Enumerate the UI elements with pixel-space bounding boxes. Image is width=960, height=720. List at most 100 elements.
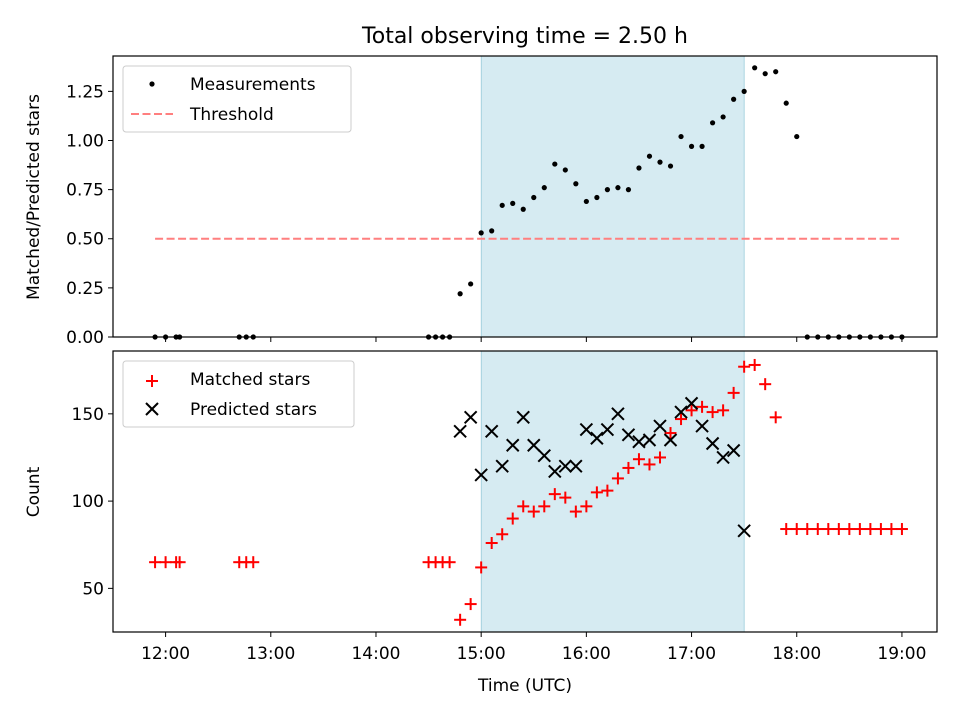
observing-window-band-top	[480, 55, 745, 338]
measurement-point	[720, 114, 726, 120]
matched-star-point	[443, 556, 456, 569]
matched-star-point	[696, 400, 709, 413]
matched-star-point	[475, 561, 488, 574]
matched-star-point	[517, 500, 530, 513]
predicted-star-point	[684, 396, 699, 411]
measurement-point	[468, 281, 474, 287]
predicted-star-point	[726, 443, 741, 458]
matched-star-point	[485, 536, 498, 549]
chart-title: Total observing time = 2.50 h	[361, 24, 688, 49]
x-tick-label: 15:00	[457, 644, 506, 664]
bottom-legend-label-matched: Matched stars	[190, 370, 310, 390]
matched-star-point	[759, 378, 772, 391]
bottom-legend-label-predicted: Predicted stars	[190, 400, 317, 420]
matched-star-point	[159, 556, 172, 569]
matched-star-point	[885, 523, 898, 536]
measurement-point	[646, 153, 653, 159]
top-panel-x-ticks	[165, 337, 903, 342]
measurement-point	[667, 163, 674, 169]
top-legend-label-threshold: Threshold	[189, 105, 274, 125]
y-tick-label: 0.75	[66, 181, 104, 201]
matched-star-point	[853, 523, 866, 536]
matched-star-point	[611, 472, 624, 485]
x-axis-label: Time (UTC)	[477, 676, 572, 696]
measurement-point	[541, 185, 547, 191]
measurement-point	[625, 187, 632, 193]
measurement-point	[457, 291, 463, 297]
predicted-star-point	[527, 438, 541, 452]
predicted-star-point	[695, 419, 709, 433]
matched-star-point	[822, 523, 835, 536]
matched-star-point	[738, 360, 751, 373]
y-tick-label: 100	[72, 492, 104, 512]
predicted-star-point	[506, 438, 520, 452]
matched-star-point	[748, 358, 761, 371]
x-tick-label: 13:00	[246, 644, 295, 664]
predicted-star-point	[663, 433, 678, 447]
matched-star-point	[811, 523, 824, 536]
measurement-point	[478, 230, 484, 236]
predicted-star-point	[642, 433, 657, 447]
bottom-legend-box	[122, 360, 355, 428]
matched-star-point	[559, 491, 572, 504]
y-tick-label: 0.50	[66, 230, 104, 250]
matched-star-point	[454, 613, 467, 626]
predicted-star-point	[716, 450, 730, 465]
y-tick-label: 0.00	[66, 328, 104, 348]
matched-star-point	[727, 386, 740, 399]
matched-star-point	[664, 427, 677, 440]
measurement-point	[762, 71, 768, 77]
top-panel-plot-area	[152, 65, 905, 340]
predicted-star-point	[611, 407, 625, 421]
predicted-star-point	[674, 405, 688, 419]
measurement-point	[731, 96, 737, 102]
measurement-point	[657, 159, 663, 165]
matched-star-point	[496, 528, 509, 541]
measurement-point	[531, 194, 537, 201]
top-legend-box	[122, 65, 352, 133]
top-panel-y-axis: 0.00 0.25 0.50 0.75 1.00 1.25	[66, 82, 113, 348]
matched-star-point	[622, 461, 635, 474]
predicted-star-point	[653, 419, 667, 433]
measurement-point	[583, 198, 589, 205]
matched-star-point	[569, 505, 582, 518]
measurement-point	[752, 65, 758, 71]
measurement-point	[688, 143, 695, 149]
predicted-stars-legend-marker	[145, 402, 159, 416]
matched-star-point	[801, 523, 814, 536]
predicted-star-point	[484, 424, 499, 438]
matched-star-point	[601, 484, 614, 497]
bottom-panel-ylabel: Count	[24, 466, 44, 517]
matched-star-point	[780, 523, 793, 536]
x-tick-label: 17:00	[667, 644, 716, 664]
measurement-point	[573, 181, 579, 187]
y-tick-label: 1.00	[66, 131, 104, 151]
predicted-star-point	[569, 459, 583, 473]
predicted-star-point	[548, 464, 562, 479]
matched-star-point	[706, 406, 719, 419]
predicted-star-point	[705, 436, 720, 451]
matched-star-point	[247, 556, 260, 569]
predicted-star-point	[632, 435, 646, 449]
predicted-star-point	[516, 410, 530, 425]
matched-star-point	[790, 523, 803, 536]
matched-star-point	[506, 512, 519, 525]
matched-star-point	[464, 598, 477, 611]
measurement-point	[678, 133, 684, 140]
predicted-star-point	[463, 410, 478, 425]
measurement-point	[520, 206, 526, 212]
matched-star-point	[643, 458, 656, 471]
measurement-point	[499, 202, 505, 208]
predicted-star-point	[453, 424, 467, 438]
measurement-point	[594, 194, 600, 201]
measurement-point	[741, 88, 747, 94]
bottom-panel-y-axis: 50 100 150	[72, 405, 113, 599]
x-tick-label: 12:00	[141, 644, 190, 664]
y-tick-label: 150	[72, 405, 104, 425]
predicted-star-point	[558, 459, 573, 473]
bottom-panel-plot-area	[149, 358, 908, 626]
measurement-point	[489, 228, 495, 234]
matched-star-point	[538, 500, 551, 513]
measurement-point	[794, 133, 800, 140]
matched-star-point	[527, 505, 540, 518]
